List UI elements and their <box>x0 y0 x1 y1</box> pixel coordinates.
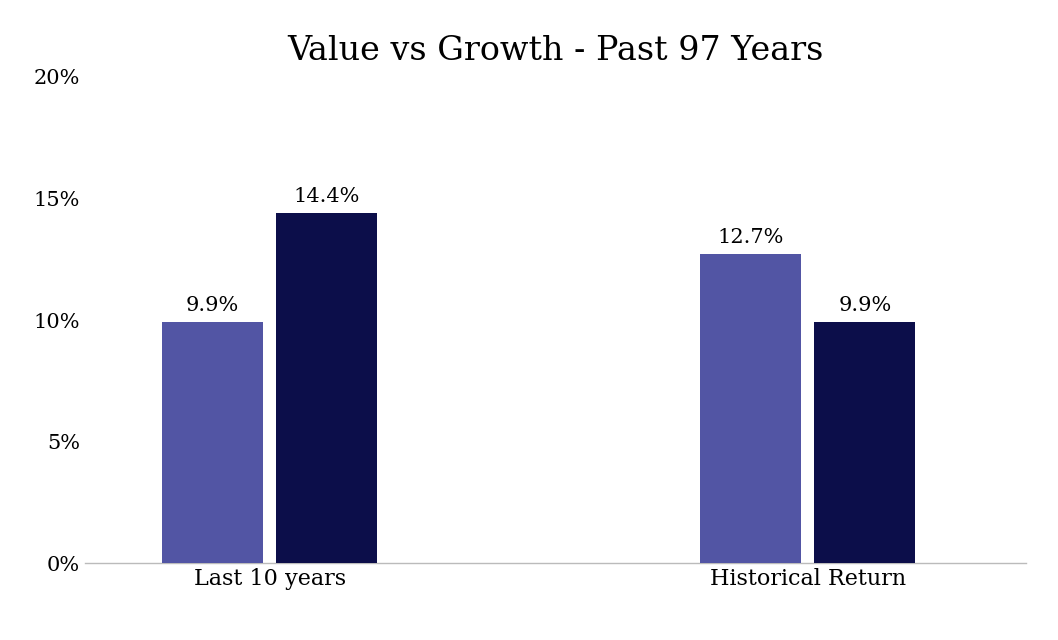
Bar <box>276 213 378 563</box>
Text: 9.9%: 9.9% <box>186 296 239 315</box>
Text: 9.9%: 9.9% <box>838 296 892 315</box>
Bar <box>700 254 801 563</box>
Text: 14.4%: 14.4% <box>293 187 360 205</box>
Bar <box>815 323 915 563</box>
Title: Value vs Growth - Past 97 Years: Value vs Growth - Past 97 Years <box>288 35 823 67</box>
Text: 12.7%: 12.7% <box>717 228 784 247</box>
Bar <box>162 323 262 563</box>
